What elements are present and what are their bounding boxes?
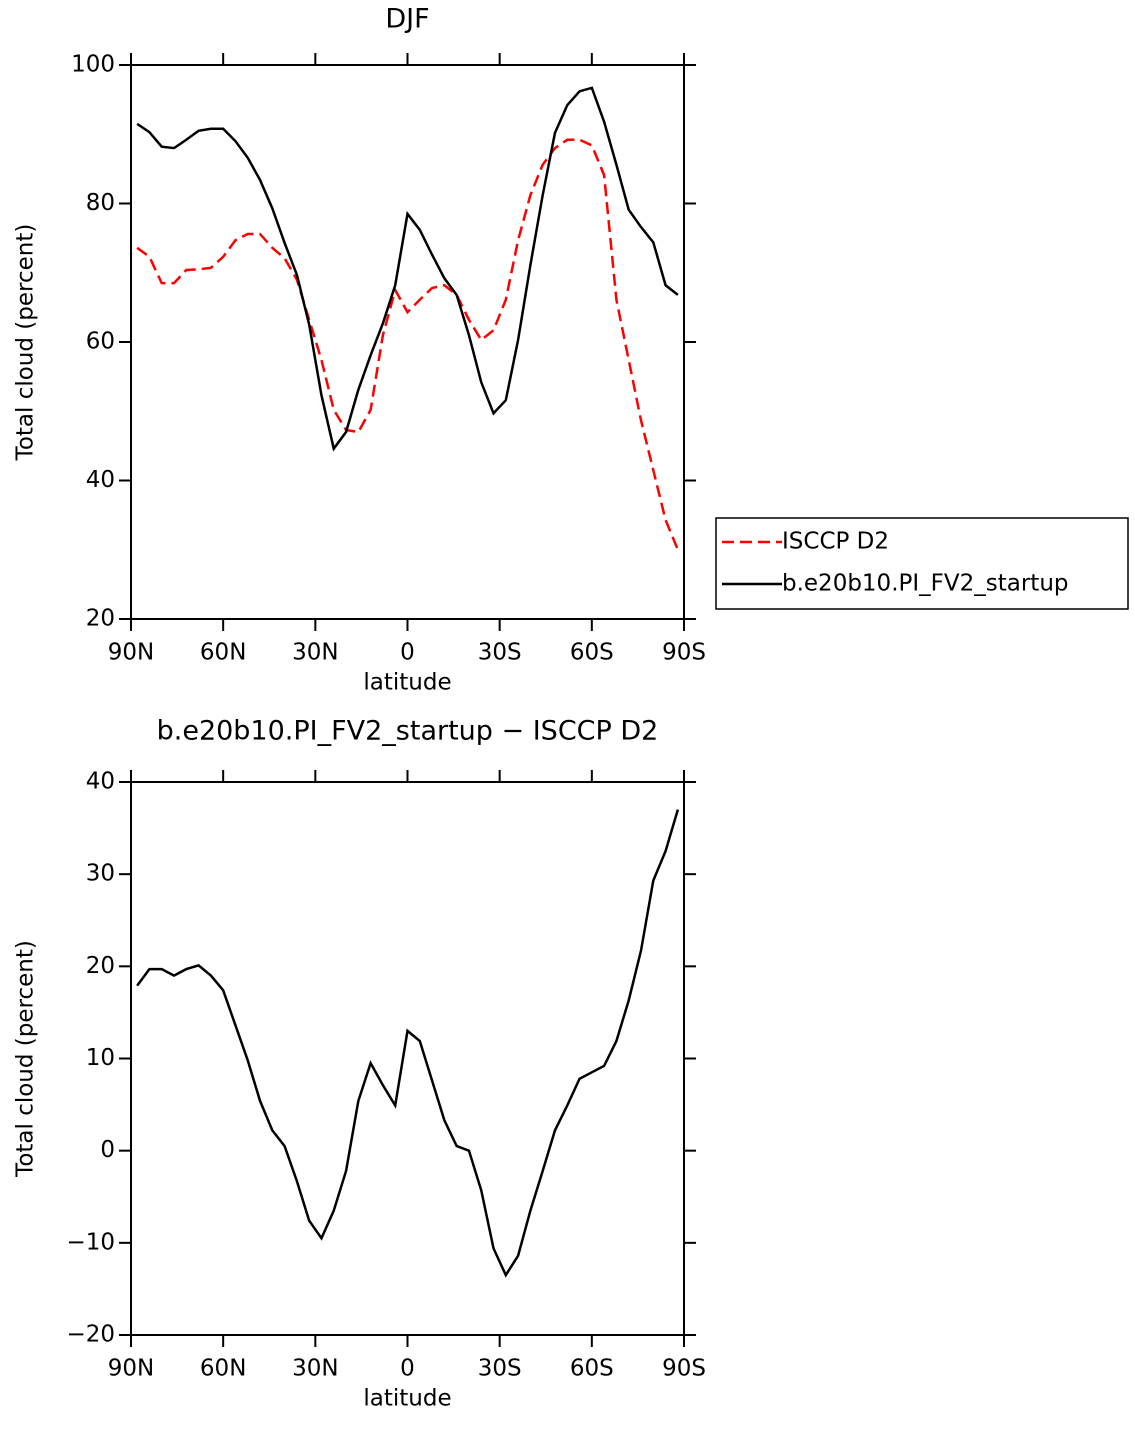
data-line bbox=[136, 809, 680, 1278]
data-line bbox=[136, 138, 680, 551]
chart-title: DJF bbox=[385, 4, 429, 35]
x-tick-label: 90N bbox=[108, 640, 154, 666]
x-tick-label: 90N bbox=[108, 1356, 154, 1382]
x-axis-label: latitude bbox=[363, 1386, 451, 1412]
y-tick-label: 40 bbox=[86, 467, 115, 493]
legend-box bbox=[715, 517, 1129, 610]
chart-title: b.e20b10.PI_FV2_startup − ISCCP D2 bbox=[157, 716, 659, 747]
y-axis-label: Total cloud (percent) bbox=[13, 940, 39, 1178]
y-tick-label: 10 bbox=[86, 1045, 115, 1071]
y-tick-label: 80 bbox=[86, 190, 115, 216]
x-tick-label: 60N bbox=[200, 1356, 246, 1382]
x-tick-label: 90S bbox=[662, 1356, 706, 1382]
y-tick-label: 100 bbox=[71, 52, 115, 78]
x-tick-label: 30S bbox=[478, 640, 522, 666]
y-tick-label: −20 bbox=[66, 1322, 115, 1348]
y-tick-label: 40 bbox=[86, 769, 115, 795]
y-tick-label: 20 bbox=[86, 953, 115, 979]
x-tick-label: 60S bbox=[570, 640, 614, 666]
x-tick-label: 60S bbox=[570, 1356, 614, 1382]
x-tick-label: 0 bbox=[400, 640, 415, 666]
legend-label: ISCCP D2 bbox=[782, 529, 889, 555]
plot-frame bbox=[130, 781, 685, 1336]
x-tick-label: 30N bbox=[292, 1356, 338, 1382]
x-tick-label: 0 bbox=[400, 1356, 415, 1382]
plot-frame bbox=[130, 64, 685, 620]
y-tick-label: −10 bbox=[66, 1229, 115, 1255]
x-tick-label: 60N bbox=[200, 640, 246, 666]
y-tick-label: 0 bbox=[100, 1137, 115, 1163]
x-tick-label: 90S bbox=[662, 640, 706, 666]
y-tick-label: 20 bbox=[86, 606, 115, 632]
x-tick-label: 30S bbox=[478, 1356, 522, 1382]
y-tick-label: 60 bbox=[86, 329, 115, 355]
legend-label: b.e20b10.PI_FV2_startup bbox=[782, 571, 1069, 597]
x-axis-label: latitude bbox=[363, 670, 451, 696]
y-axis-label: Total cloud (percent) bbox=[13, 224, 39, 462]
data-line bbox=[136, 86, 679, 452]
x-tick-label: 30N bbox=[292, 640, 338, 666]
y-tick-label: 30 bbox=[86, 861, 115, 887]
